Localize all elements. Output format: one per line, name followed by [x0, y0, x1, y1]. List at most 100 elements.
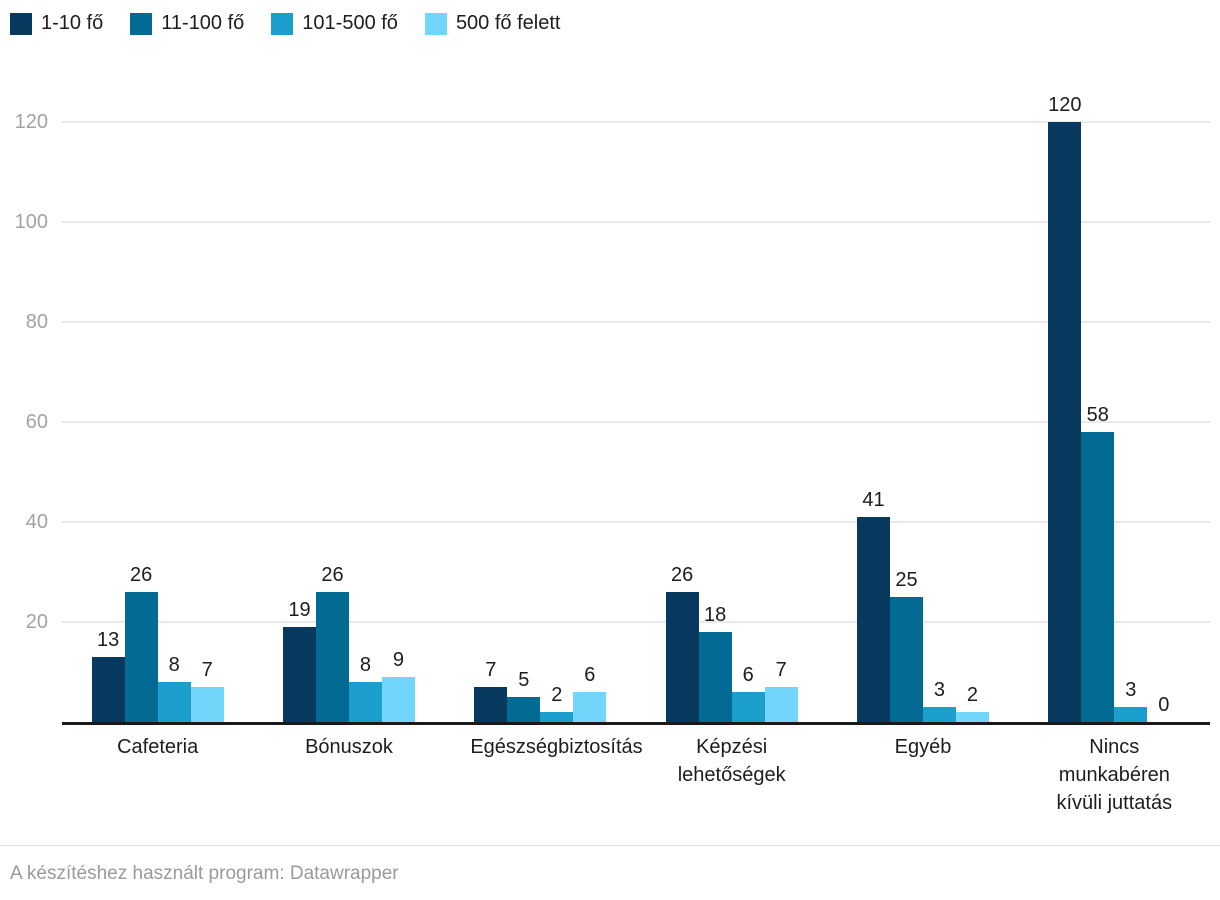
bar-column: 0: [1147, 90, 1180, 722]
bar-column: 58: [1081, 90, 1115, 722]
bar: [474, 687, 508, 722]
x-axis-slot: Egyéb: [827, 733, 1018, 817]
bar-group: 26 18 6 7: [636, 90, 827, 722]
x-axis-category-label: Egészségbiztosítás: [470, 736, 643, 758]
bar-value-label: 41: [862, 489, 885, 511]
bar: [731, 692, 765, 722]
bar-value-label: 25: [895, 569, 918, 591]
bar: [315, 592, 349, 722]
y-axis-tick-label: 120: [14, 111, 48, 133]
legend-swatch: [10, 12, 32, 35]
bar-value-label: 6: [584, 664, 596, 686]
bar-group: 120 58 3 0: [1019, 90, 1210, 722]
bar-value-label: 18: [704, 604, 727, 626]
y-axis-tick-label: 80: [25, 311, 48, 333]
bar-column: 7: [764, 90, 798, 722]
x-axis-slot: Képzési lehetőségek: [636, 733, 827, 817]
x-axis-category-label: Nincs munkabéren kívüli juttatás: [1056, 736, 1173, 814]
bar: [665, 592, 699, 722]
bar: [507, 697, 541, 722]
bar-value-label: 2: [966, 684, 979, 706]
bar: [282, 627, 316, 722]
bar-column: 6: [731, 90, 765, 722]
bar: [1048, 122, 1082, 722]
bar-column: 26: [124, 90, 158, 722]
x-axis-category-label: Cafeteria: [117, 736, 199, 758]
bar: [955, 712, 989, 722]
bar-group: 41 25 3 2: [827, 90, 1018, 722]
legend-item: 101-500 fő: [271, 12, 398, 35]
plot-area: 13 26 8 7 19 26 8 9 7 5 2 6 26 18 6 7 41 25 3 2 120 58 3 0: [62, 90, 1210, 725]
legend: 1-10 fő 11-100 fő 101-500 fő 500 fő felett: [10, 12, 560, 35]
gridline: [62, 621, 1210, 623]
x-axis-slot: Bónuszok: [253, 733, 444, 817]
bar-column: 25: [889, 90, 923, 722]
bar: [157, 682, 191, 722]
bar: [922, 707, 956, 722]
bar-value-label: 26: [321, 564, 344, 586]
bar-group: 19 26 8 9: [253, 90, 444, 722]
bar: [764, 687, 798, 722]
bar-value-label: 7: [485, 659, 497, 681]
bar-column: 19: [282, 90, 316, 722]
bar-value-label: 13: [97, 629, 120, 651]
bar: [698, 632, 732, 722]
legend-item: 11-100 fő: [130, 12, 244, 35]
bar-value-label: 26: [671, 564, 694, 586]
bar-column: 7: [474, 90, 508, 722]
bar: [889, 597, 923, 722]
gridline: [62, 521, 1210, 523]
bar-column: 8: [157, 90, 191, 722]
footer-text: A készítéshez használt program: Datawrap…: [10, 863, 399, 884]
legend-label: 11-100 fő: [161, 12, 245, 34]
bar-value-label: 58: [1086, 404, 1109, 426]
gridline: [62, 121, 1210, 123]
bar-column: 2: [955, 90, 989, 722]
bar-value-label: 3: [1125, 679, 1137, 701]
bar-column: 41: [856, 90, 890, 722]
legend-swatch: [130, 12, 153, 35]
legend-item: 1-10 fő: [10, 12, 103, 35]
bar-value-label: 7: [775, 659, 787, 681]
bar-column: 13: [91, 90, 125, 722]
bar-value-label: 0: [1158, 694, 1170, 716]
gridline: [62, 321, 1210, 323]
bar-value-label: 2: [551, 684, 563, 706]
legend-item: 500 fő felett: [424, 12, 561, 35]
bar-groups: 13 26 8 7 19 26 8 9 7 5 2 6 26 18 6 7 41 25 3 2 120 58 3 0: [62, 90, 1210, 722]
bar-column: 7: [190, 90, 224, 722]
bar-value-label: 7: [201, 659, 213, 681]
legend-swatch: [424, 12, 447, 35]
bar-column: 2: [540, 90, 574, 722]
x-axis-category-label: Egyéb: [894, 736, 952, 758]
x-axis-labels: Cafeteria Bónuszok Egészségbiztosítás Képzé…: [62, 733, 1210, 817]
x-axis-slot: Egészségbiztosítás: [445, 733, 643, 817]
bar-column: 120: [1048, 90, 1081, 722]
bar-group: 13 26 8 7: [62, 90, 253, 722]
y-axis-tick-label: 100: [14, 211, 48, 233]
bar-value-label: 19: [288, 599, 311, 621]
bar-value-label: 9: [392, 649, 405, 671]
bar-column: 8: [348, 90, 382, 722]
legend-label: 101-500 fő: [302, 12, 398, 34]
x-axis-slot: Cafeteria: [62, 733, 253, 817]
y-axis-tick-label: 60: [25, 411, 48, 433]
bar-column: 5: [507, 90, 541, 722]
bar-column: 6: [573, 90, 607, 722]
bar: [381, 677, 415, 722]
bar-value-label: 8: [359, 654, 372, 676]
bar: [573, 692, 607, 722]
bar-column: 3: [922, 90, 956, 722]
bar-value-label: 26: [130, 564, 153, 586]
bar-column: 3: [1114, 90, 1148, 722]
bar: [348, 682, 382, 722]
bar: [856, 517, 890, 722]
legend-label: 500 fő felett: [455, 12, 561, 34]
legend-swatch: [271, 12, 294, 35]
y-axis: 20 40 60 80 100 120: [0, 90, 48, 722]
x-axis-category-label: Bónuszok: [305, 736, 393, 758]
gridline: [62, 421, 1210, 423]
bar-value-label: 8: [168, 654, 180, 676]
